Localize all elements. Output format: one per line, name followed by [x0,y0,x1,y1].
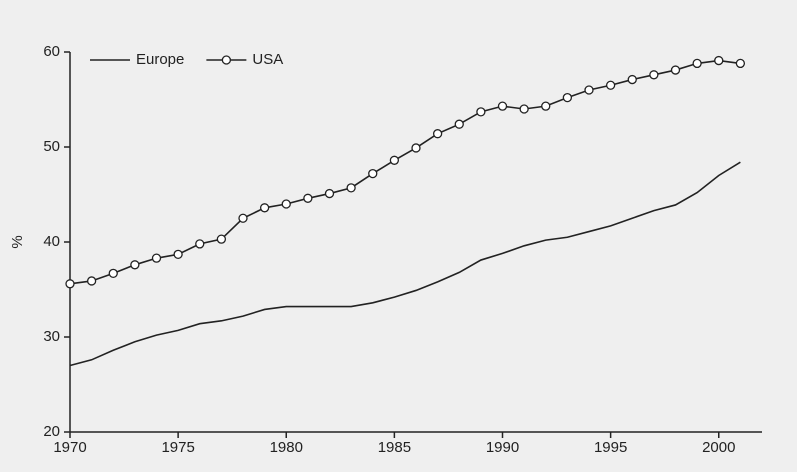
marker [281,199,291,209]
marker [130,260,140,270]
marker [259,203,270,213]
marker [692,58,702,69]
y-tick-label: 30 [43,328,60,345]
marker [411,143,421,153]
marker [195,239,205,249]
legend-label: USA [252,51,283,68]
marker [519,104,529,114]
series-line [69,59,741,285]
x-tick-label: 1990 [486,439,519,456]
y-tick-label: 50 [43,138,60,155]
marker [735,58,746,69]
marker [65,279,75,289]
x-tick-label: 1995 [594,439,627,456]
marker [476,107,486,117]
marker [584,85,594,95]
series-line [69,161,741,367]
marker [649,70,659,80]
marker [627,74,637,85]
marker [541,101,551,111]
marker [670,65,681,75]
y-axis-label: % [9,235,26,248]
y-tick-label: 60 [43,43,60,60]
marker [432,129,443,139]
marker [389,155,400,165]
x-tick-label: 1970 [53,439,86,456]
marker [497,101,508,111]
marker [238,213,248,223]
marker [324,188,335,199]
y-tick-label: 20 [43,423,60,440]
marker [86,276,97,286]
marker [216,234,227,244]
legend-label: Europe [136,51,184,68]
marker [454,119,464,129]
marker [714,55,724,66]
x-tick-label: 1975 [161,439,194,456]
y-tick-label: 40 [43,233,60,250]
marker [346,183,356,193]
x-tick-label: 2000 [702,439,735,456]
marker [151,253,162,263]
marker [368,168,378,179]
x-tick-label: 1980 [270,439,303,456]
marker [108,268,118,279]
marker [303,193,313,203]
legend-marker [221,55,232,65]
marker [605,80,616,90]
x-tick-label: 1985 [378,439,411,456]
marker [173,249,183,260]
marker [562,92,573,103]
